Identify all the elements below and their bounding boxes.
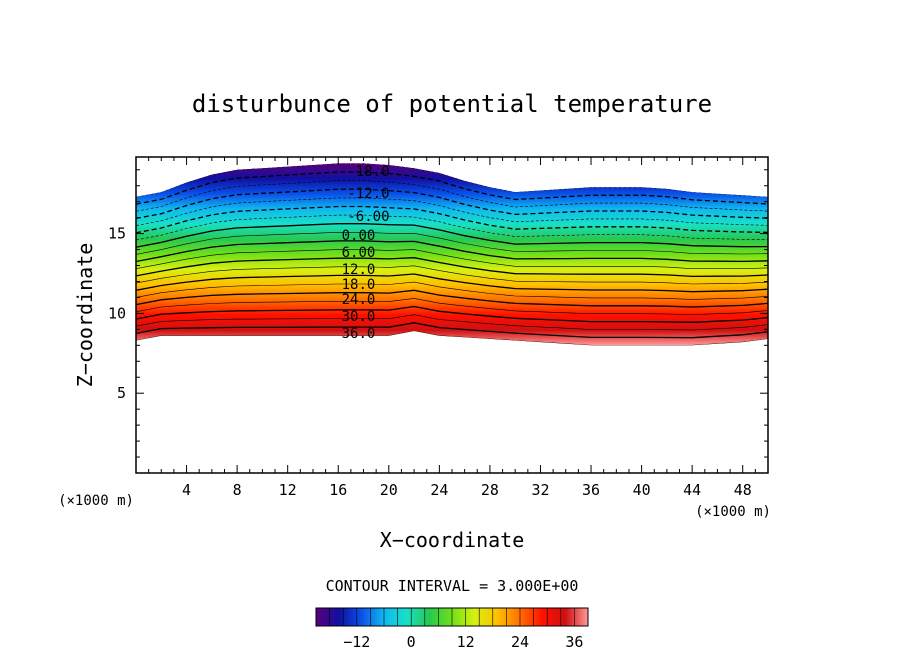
- contour-label: 18.0: [342, 277, 376, 293]
- x-unit-right: (×1000 m): [695, 504, 771, 520]
- x-tick-label: 32: [531, 481, 549, 499]
- axis-ticks: [136, 157, 768, 473]
- contour-line: [136, 188, 768, 220]
- contour-line: [136, 322, 768, 339]
- contour-label: -18.0: [347, 164, 389, 180]
- contour-label: -12.0: [347, 186, 389, 202]
- contour-labels: -18.0 -12.0 -6.00 0.006.0012.018.024.030.03…: [342, 164, 390, 342]
- y-tick-label: 10: [108, 304, 126, 322]
- x-tick-label: 40: [633, 481, 651, 499]
- x-tick-label: 48: [734, 481, 752, 499]
- x-tick-labels: 4 8 12 16 20 24 28 32 36 40 44 48: [182, 481, 752, 499]
- contour-line: [136, 197, 768, 226]
- colorbar-tick-label: 0: [407, 633, 416, 651]
- contour-line: [136, 240, 768, 263]
- x-unit-left: (×1000 m): [58, 493, 134, 509]
- colorbar-tick-labels: −12 0 12 24 36: [343, 633, 583, 651]
- chart-title: disturbunce of potential temperature: [192, 90, 712, 118]
- x-tick-label: 16: [329, 481, 347, 499]
- contour-label: 6.00: [342, 245, 376, 261]
- x-tick-label: 36: [582, 481, 600, 499]
- contour-label: 24.0: [342, 292, 376, 308]
- contour-label: 12.0: [342, 262, 376, 278]
- contour-line: [136, 232, 768, 255]
- y-tick-label: 15: [108, 225, 126, 243]
- x-axis-label: X−coordinate: [380, 528, 525, 552]
- contour-line: [136, 298, 768, 316]
- contour-field: -18.0 -12.0 -6.00 0.006.0012.018.024.030.03…: [136, 163, 768, 346]
- contour-line: [136, 289, 768, 308]
- x-tick-label: 44: [683, 481, 701, 499]
- contour-line: [136, 273, 768, 293]
- contour-label: -6.00: [347, 209, 389, 225]
- contour-line: [136, 205, 768, 234]
- x-tick-label: 20: [380, 481, 398, 499]
- x-tick-label: 24: [430, 481, 448, 499]
- contour-label: 36.0: [342, 326, 376, 342]
- contour-line: [136, 249, 768, 269]
- contour-label: 30.0: [342, 309, 376, 325]
- contour-interval-text: CONTOUR INTERVAL = 3.000E+00: [326, 577, 579, 595]
- x-tick-label: 12: [279, 481, 297, 499]
- colorbar-divisions: [329, 608, 575, 626]
- x-tick-label: 4: [182, 481, 191, 499]
- colorbar-tick-label: 36: [565, 633, 583, 651]
- y-axis-label: Z−coordinate: [73, 243, 97, 388]
- contour-line: [136, 180, 768, 212]
- contour-line: [136, 330, 768, 346]
- y-tick-labels: 5 10 15: [108, 225, 126, 403]
- colorbar: −12 0 12 24 36: [315, 607, 589, 651]
- contour-line: [136, 223, 768, 248]
- contour-line: [136, 257, 768, 278]
- colorbar-tick-label: −12: [343, 633, 370, 651]
- contour-line: [136, 281, 768, 300]
- contour-label: 0.00: [342, 228, 376, 244]
- contour-line: [136, 214, 768, 241]
- field-fill: [136, 163, 768, 346]
- contour-line: [136, 265, 768, 285]
- contour-line: [136, 163, 768, 198]
- colorbar-tick-label: 24: [511, 633, 529, 651]
- x-tick-label: 28: [481, 481, 499, 499]
- contour-lines: [136, 163, 768, 346]
- x-tick-label: 8: [233, 481, 242, 499]
- contour-line: [136, 171, 768, 205]
- colorbar-tick-label: 12: [457, 633, 475, 651]
- contour-line: [136, 314, 768, 331]
- contour-line: [136, 305, 768, 323]
- y-tick-label: 5: [117, 384, 126, 402]
